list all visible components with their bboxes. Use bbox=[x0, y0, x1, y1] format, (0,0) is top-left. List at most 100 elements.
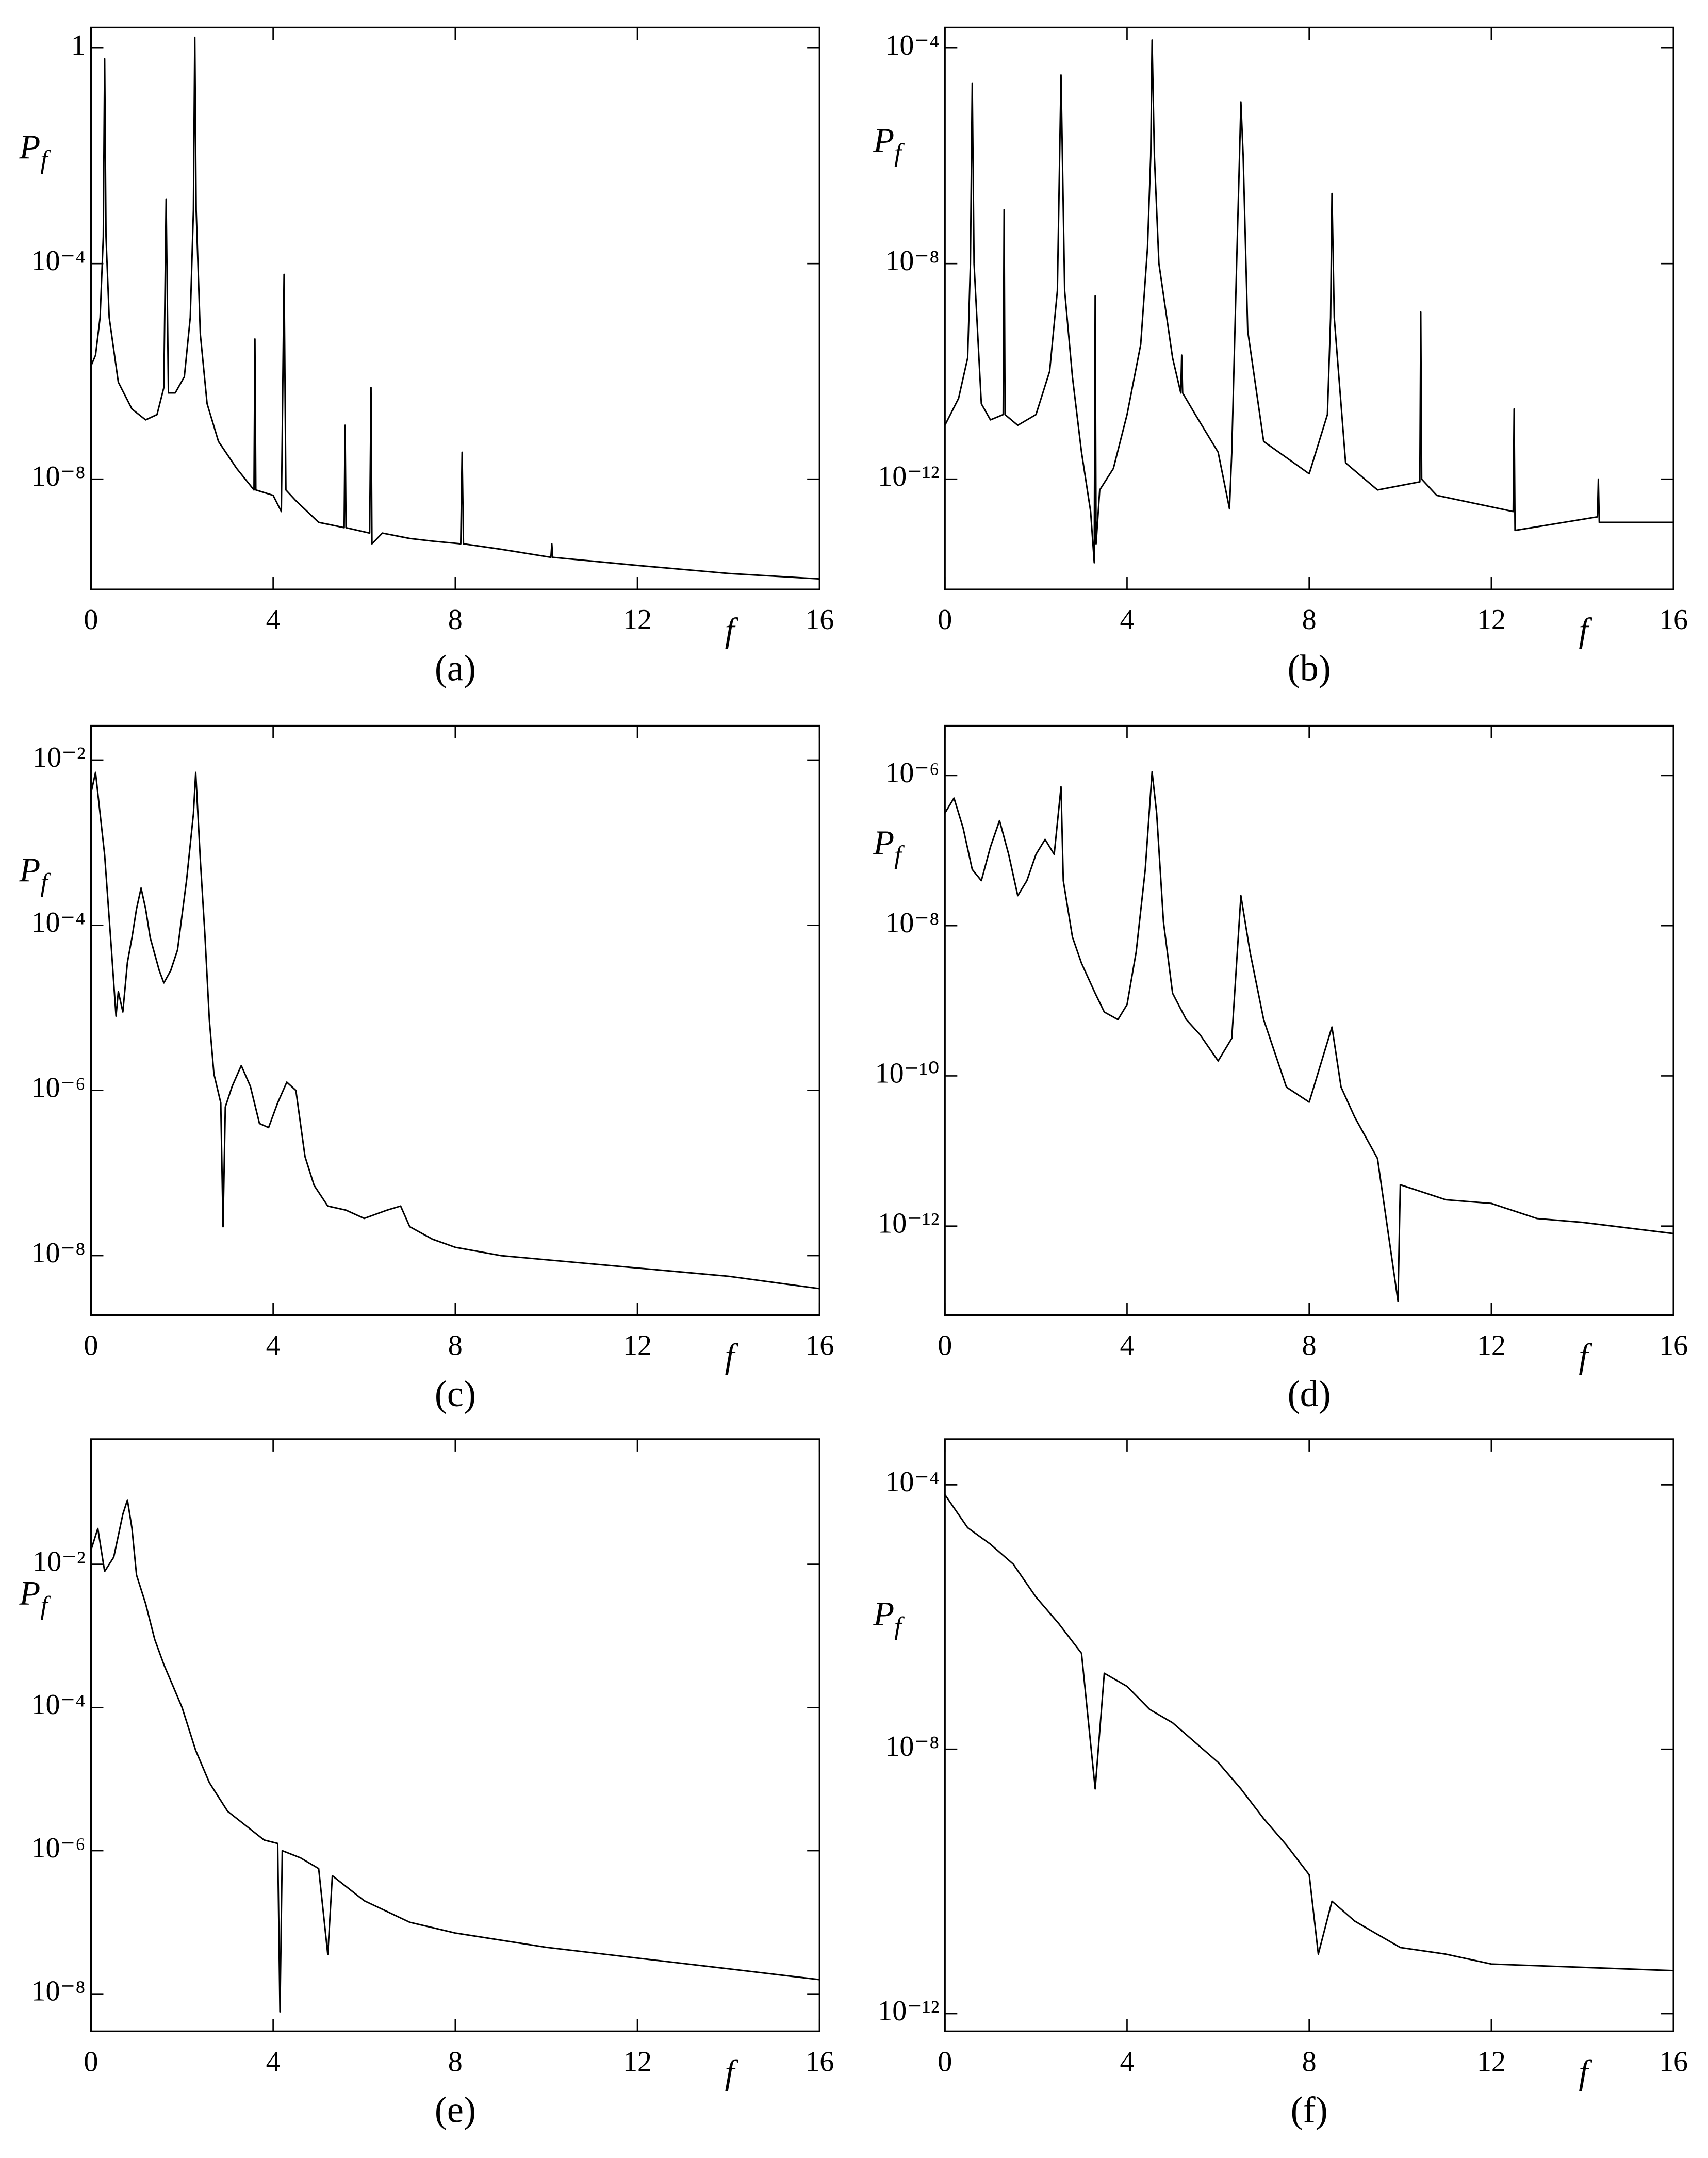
x-tick-label: 0 bbox=[84, 1329, 98, 1361]
x-axis-label: f bbox=[725, 1338, 739, 1375]
x-tick-label: 0 bbox=[84, 604, 98, 636]
x-tick-label: 4 bbox=[1120, 604, 1134, 636]
y-axis-label: Pf bbox=[19, 128, 51, 174]
y-tick-label: 10⁻⁶ bbox=[885, 757, 939, 789]
y-axis-label-main: P bbox=[873, 824, 894, 862]
y-axis-label-sub: f bbox=[40, 145, 51, 174]
y-axis-label-sub: f bbox=[40, 1591, 51, 1620]
plot-frame bbox=[944, 1438, 1674, 2032]
x-axis-label: f bbox=[725, 2054, 739, 2091]
x-tick-label: 16 bbox=[805, 1329, 834, 1361]
panel-label: (d) bbox=[1288, 1373, 1331, 1414]
y-axis-label-main: P bbox=[19, 851, 41, 889]
y-tick-label: 10⁻⁶ bbox=[31, 1072, 86, 1104]
y-tick-label: 1 bbox=[71, 29, 86, 61]
y-tick-label: 10⁻¹² bbox=[878, 460, 939, 492]
x-tick-label: 8 bbox=[448, 604, 463, 636]
x-tick-label: 0 bbox=[938, 604, 952, 636]
panel-label: (f) bbox=[1291, 2089, 1328, 2131]
y-axis-label: Pf bbox=[873, 824, 905, 869]
y-tick-label: 10⁻⁸ bbox=[885, 245, 939, 277]
y-axis-label: Pf bbox=[19, 851, 51, 897]
panel-label: (a) bbox=[435, 647, 476, 688]
y-tick-label: 10⁻⁸ bbox=[31, 1975, 86, 2007]
x-axis-label: f bbox=[1579, 2054, 1592, 2091]
x-tick-label: 4 bbox=[1120, 1329, 1134, 1361]
spectrum-line bbox=[91, 1499, 820, 2013]
x-tick-label: 4 bbox=[1120, 2046, 1134, 2078]
y-axis-label: Pf bbox=[873, 1595, 905, 1640]
y-axis-label-main: P bbox=[873, 122, 894, 159]
spectrum-line bbox=[945, 1494, 1674, 1972]
y-tick-label: 10⁻⁸ bbox=[31, 1237, 86, 1269]
x-tick-label: 4 bbox=[266, 2046, 281, 2078]
x-tick-label: 8 bbox=[1302, 604, 1317, 636]
panel-label: (e) bbox=[435, 2089, 476, 2131]
x-tick-label: 12 bbox=[1477, 1329, 1506, 1361]
y-tick-label: 10⁻⁴ bbox=[31, 245, 86, 277]
y-axis-label: Pf bbox=[873, 122, 905, 167]
y-axis-label: Pf bbox=[19, 1574, 51, 1620]
y-axis-label-sub: f bbox=[894, 1611, 905, 1640]
x-tick-label: 8 bbox=[448, 2046, 463, 2078]
x-tick-label: 16 bbox=[1659, 604, 1688, 636]
x-tick-label: 0 bbox=[84, 2046, 98, 2078]
x-tick-label: 4 bbox=[266, 604, 281, 636]
x-tick-label: 12 bbox=[623, 604, 652, 636]
x-tick-label: 12 bbox=[623, 2046, 652, 2078]
x-tick-label: 12 bbox=[1477, 604, 1506, 636]
y-axis-label-sub: f bbox=[894, 841, 905, 869]
plot-frame bbox=[944, 26, 1674, 590]
y-tick-label: 10⁻⁴ bbox=[885, 29, 939, 61]
spectrum-line bbox=[91, 36, 820, 580]
y-tick-label: 10⁻¹² bbox=[878, 1995, 939, 2027]
y-tick-label: 10⁻² bbox=[32, 742, 86, 773]
x-tick-label: 12 bbox=[1477, 2046, 1506, 2078]
plot-frame bbox=[90, 1438, 820, 2032]
spectrum-line bbox=[91, 771, 820, 1290]
x-tick-label: 4 bbox=[266, 1329, 281, 1361]
x-axis-label: f bbox=[1579, 612, 1592, 650]
y-tick-label: 10⁻⁸ bbox=[885, 907, 939, 939]
y-tick-label: 10⁻¹² bbox=[878, 1208, 939, 1240]
y-axis-label-main: P bbox=[19, 1574, 41, 1612]
y-tick-label: 10⁻⁴ bbox=[885, 1466, 939, 1498]
y-tick-label: 10⁻⁸ bbox=[885, 1731, 939, 1762]
x-tick-label: 8 bbox=[448, 1329, 463, 1361]
plot-frame bbox=[90, 26, 820, 590]
x-tick-label: 0 bbox=[938, 1329, 952, 1361]
y-tick-label: 10⁻² bbox=[32, 1545, 86, 1577]
y-tick-label: 10⁻⁶ bbox=[31, 1832, 86, 1864]
y-tick-label: 10⁻¹⁰ bbox=[875, 1057, 940, 1089]
y-tick-label: 10⁻⁸ bbox=[31, 460, 86, 492]
spectrum-line bbox=[945, 39, 1674, 564]
x-tick-label: 16 bbox=[1659, 1329, 1688, 1361]
x-tick-label: 16 bbox=[805, 604, 834, 636]
y-axis-label-sub: f bbox=[40, 868, 51, 897]
panel-label: (b) bbox=[1288, 647, 1331, 688]
y-axis-label-main: P bbox=[873, 1595, 894, 1633]
x-tick-label: 8 bbox=[1302, 1329, 1317, 1361]
x-tick-label: 12 bbox=[623, 1329, 652, 1361]
y-axis-label-main: P bbox=[19, 128, 41, 166]
x-axis-label: f bbox=[1579, 1338, 1592, 1375]
x-axis-label: f bbox=[725, 612, 739, 650]
y-axis-label-sub: f bbox=[894, 138, 905, 167]
spectrum-line bbox=[945, 771, 1674, 1302]
plot-frame bbox=[944, 724, 1674, 1316]
x-tick-label: 16 bbox=[805, 2046, 834, 2078]
plot-frame bbox=[90, 724, 820, 1316]
x-tick-label: 8 bbox=[1302, 2046, 1317, 2078]
x-tick-label: 0 bbox=[938, 2046, 952, 2078]
x-tick-label: 16 bbox=[1659, 2046, 1688, 2078]
y-tick-label: 10⁻⁴ bbox=[31, 1689, 86, 1721]
y-tick-label: 10⁻⁴ bbox=[31, 907, 86, 938]
panel-label: (c) bbox=[435, 1373, 476, 1414]
